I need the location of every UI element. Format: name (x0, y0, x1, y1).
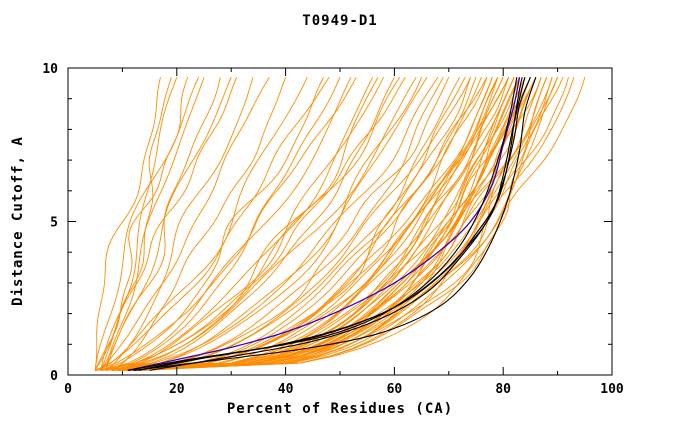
curve-orange (133, 77, 564, 371)
curve-orange (138, 77, 542, 371)
chart-title: T0949-D1 (302, 13, 378, 29)
curve-orange (133, 77, 553, 371)
curve-orange (111, 77, 499, 371)
curve-orange (100, 76, 439, 371)
curve-orange (100, 77, 172, 371)
curve-orange (144, 77, 575, 371)
curve-orange (100, 76, 270, 371)
curve-orange (138, 76, 499, 371)
curve-orange (95, 76, 401, 371)
curve-black (127, 77, 518, 371)
x-tick-label: 80 (495, 382, 511, 397)
curve-orange (122, 77, 471, 371)
curve-orange (116, 77, 482, 371)
curve-orange (94, 77, 161, 371)
curve-orange (111, 77, 450, 371)
curve-orange (95, 76, 330, 371)
curve-orange (116, 77, 510, 371)
y-tick-label: 10 (42, 62, 58, 77)
curve-orange (122, 77, 515, 371)
curve-black (138, 77, 526, 371)
curve-orange (122, 77, 510, 371)
curve-orange (94, 77, 199, 371)
curve-black (133, 77, 537, 371)
y-tick-label: 5 (50, 216, 58, 231)
curve-orange (100, 77, 352, 371)
curve-orange (105, 76, 379, 371)
curve-orange (127, 77, 559, 371)
curve-orange (122, 77, 569, 371)
curve-orange (95, 76, 417, 371)
curve-black (149, 77, 531, 371)
x-tick-label: 40 (278, 382, 294, 397)
curve-orange (116, 77, 493, 371)
curve-orange (111, 77, 471, 371)
curve-orange (116, 77, 466, 371)
ticks-layer (67, 67, 613, 376)
curve-orange (122, 77, 488, 371)
curve-orange (105, 77, 254, 371)
curve-orange (95, 76, 357, 371)
curve-orange (100, 77, 374, 371)
curve-orange (133, 77, 537, 371)
curve-orange (111, 77, 287, 371)
curve-orange (111, 77, 423, 371)
curve-orange (122, 77, 542, 371)
curve-orange (106, 77, 395, 371)
curve-orange (105, 77, 341, 371)
curve-orange (138, 77, 531, 371)
curve-orange (105, 77, 232, 371)
curve-orange (133, 76, 488, 371)
x-axis-label: Percent of Residues (CA) (226, 401, 454, 417)
curve-black (144, 77, 523, 370)
x-tick-label: 0 (64, 382, 72, 397)
curve-blue (127, 77, 521, 372)
x-tick-label: 20 (169, 382, 185, 397)
curve-orange (116, 77, 548, 371)
curve-orange (94, 77, 189, 371)
curve-orange (100, 77, 178, 371)
x-tick-label: 100 (600, 382, 624, 397)
curve-orange (100, 76, 444, 371)
curves-layer (94, 76, 586, 372)
y-tick-label: 0 (50, 369, 58, 384)
curve-orange (111, 76, 461, 371)
curve-orange (95, 77, 308, 371)
curve-orange (138, 77, 559, 371)
curve-orange (116, 77, 520, 371)
curve-orange (105, 77, 205, 371)
curve-orange (133, 77, 510, 371)
x-tick-label: 60 (387, 382, 403, 397)
curve-orange (116, 77, 515, 371)
curve-orange (111, 77, 384, 371)
